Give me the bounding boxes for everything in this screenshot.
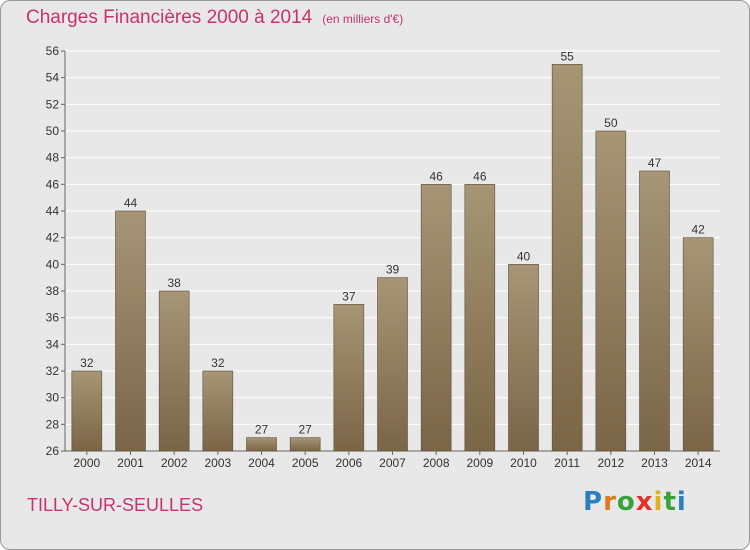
logo-letter: x bbox=[635, 487, 654, 517]
x-tick-label: 2007 bbox=[379, 456, 406, 470]
logo-letter: r bbox=[603, 487, 617, 517]
x-tick-label: 2000 bbox=[73, 456, 100, 470]
x-tick-label: 2014 bbox=[685, 456, 712, 470]
y-tick-label: 44 bbox=[46, 204, 60, 218]
y-tick-label: 38 bbox=[46, 284, 60, 298]
bar bbox=[115, 210, 146, 452]
data-label: 27 bbox=[255, 423, 269, 437]
y-tick-label: 48 bbox=[46, 151, 60, 165]
logo-letter: P bbox=[583, 487, 604, 517]
data-label: 40 bbox=[517, 249, 531, 263]
bar bbox=[377, 277, 408, 452]
y-tick-label: 32 bbox=[46, 364, 60, 378]
x-tick-label: 2002 bbox=[161, 456, 188, 470]
data-label: 27 bbox=[298, 423, 312, 437]
y-tick-label: 28 bbox=[46, 417, 60, 431]
chart-subtitle: (en milliers d'€) bbox=[322, 12, 404, 26]
data-label: 50 bbox=[604, 116, 618, 130]
data-label: 32 bbox=[80, 356, 94, 370]
proxiti-logo: Proxiti bbox=[583, 487, 687, 517]
x-tick-label: 2013 bbox=[641, 456, 668, 470]
y-tick-label: 36 bbox=[46, 311, 60, 325]
data-label: 42 bbox=[691, 223, 705, 237]
commune-name: TILLY-SUR-SEULLES bbox=[27, 495, 204, 515]
x-tick-label: 2004 bbox=[248, 456, 275, 470]
bar bbox=[639, 170, 670, 452]
bar bbox=[158, 290, 190, 452]
bar bbox=[682, 237, 714, 452]
bar bbox=[508, 264, 539, 452]
bar bbox=[289, 437, 321, 452]
logo-letter: o bbox=[616, 487, 636, 517]
x-tick-label: 2012 bbox=[597, 456, 624, 470]
logo-letter: i bbox=[676, 487, 687, 517]
y-tick-label: 54 bbox=[46, 71, 60, 85]
logo-letter: t bbox=[663, 487, 677, 517]
bar bbox=[595, 130, 627, 452]
bar bbox=[246, 437, 277, 452]
bar bbox=[202, 370, 234, 452]
chart-title-text: Charges Financières 2000 à 2014 bbox=[26, 7, 313, 28]
y-tick-label: 56 bbox=[46, 44, 60, 58]
x-tick-label: 2003 bbox=[204, 456, 231, 470]
data-label: 55 bbox=[560, 49, 574, 63]
data-label: 38 bbox=[167, 276, 181, 290]
bar bbox=[333, 304, 365, 452]
x-tick-label: 2008 bbox=[423, 456, 450, 470]
y-tick-label: 42 bbox=[46, 231, 60, 245]
y-tick-label: 34 bbox=[46, 337, 60, 351]
logo-letter: i bbox=[653, 487, 664, 517]
bar bbox=[551, 64, 583, 452]
chart-title: Charges Financières 2000 à 2014 (en milli… bbox=[26, 7, 403, 29]
data-label: 47 bbox=[648, 156, 662, 170]
x-tick-label: 2006 bbox=[335, 456, 362, 470]
y-tick-label: 46 bbox=[46, 177, 60, 191]
x-tick-label: 2005 bbox=[292, 456, 319, 470]
data-label: 46 bbox=[429, 169, 443, 183]
x-tick-label: 2001 bbox=[117, 456, 144, 470]
bar bbox=[71, 370, 103, 452]
data-label: 37 bbox=[342, 289, 356, 303]
data-label: 44 bbox=[124, 196, 138, 210]
bar bbox=[464, 184, 496, 452]
data-label: 46 bbox=[473, 169, 487, 183]
x-tick-label: 2009 bbox=[466, 456, 493, 470]
bar bbox=[420, 184, 452, 452]
x-tick-label: 2011 bbox=[554, 456, 580, 470]
data-label: 32 bbox=[211, 356, 225, 370]
y-tick-label: 52 bbox=[46, 97, 60, 111]
y-tick-label: 26 bbox=[46, 444, 60, 458]
x-tick-label: 2010 bbox=[510, 456, 537, 470]
y-tick-label: 30 bbox=[46, 391, 60, 405]
data-label: 39 bbox=[386, 263, 400, 277]
y-tick-label: 50 bbox=[46, 124, 60, 138]
y-tick-label: 40 bbox=[46, 257, 60, 271]
